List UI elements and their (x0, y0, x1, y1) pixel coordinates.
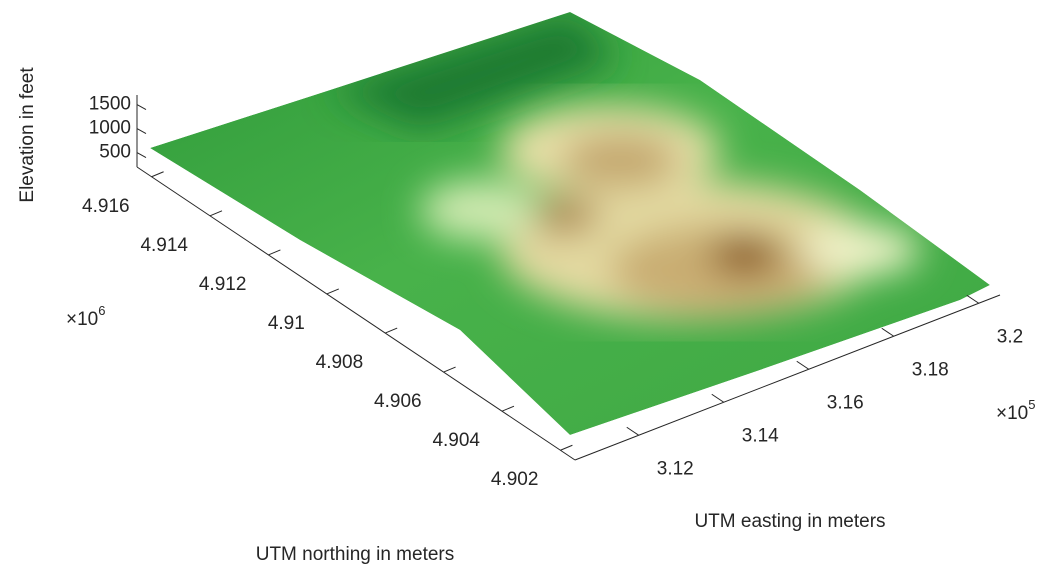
x-tick-label: 3.18 (912, 359, 949, 380)
x-tick (711, 393, 725, 403)
x-multiplier-base: ×10 (996, 403, 1028, 424)
z-tick-label: 1000 (89, 118, 131, 139)
y-tick-label: 4.912 (199, 274, 247, 295)
x-tick-label: 3.16 (827, 392, 864, 413)
x-tick-label: 3.2 (997, 326, 1023, 347)
z-tick-label: 1500 (89, 94, 131, 115)
x-tick-label: 3.12 (657, 458, 694, 479)
y-multiplier-base: ×10 (66, 309, 98, 330)
x-tick (966, 294, 980, 304)
y-axis-label: UTM northing in meters (256, 544, 455, 565)
x-axis-label: UTM easting in meters (694, 511, 885, 532)
z-tick-label: 500 (99, 142, 131, 163)
y-tick (385, 327, 398, 334)
x-multiplier: ×105 (996, 397, 1035, 424)
y-tick (326, 288, 339, 295)
y-tick (560, 444, 573, 451)
y-tick (209, 210, 223, 217)
x-tick (796, 360, 810, 370)
surface (150, 12, 990, 435)
x-multiplier-exponent: 5 (1028, 397, 1035, 412)
y-tick-label: 4.904 (432, 430, 480, 451)
x-tick (881, 327, 895, 337)
y-tick (501, 405, 515, 412)
z-axis-label: Elevation in feet (17, 67, 38, 203)
y-tick (268, 249, 281, 256)
x-axis (574, 294, 1001, 461)
y-tick-label: 4.91 (268, 313, 305, 334)
y-tick-label: 4.914 (140, 235, 188, 256)
y-tick (443, 366, 456, 373)
x-tick (626, 426, 640, 436)
x-tick-label: 3.14 (742, 425, 779, 446)
y-multiplier: ×106 (66, 303, 105, 330)
y-tick-label: 4.906 (374, 391, 422, 412)
y-tick-label: 4.908 (316, 352, 364, 373)
y-tick-label: 4.902 (491, 469, 539, 490)
y-multiplier-exponent: 6 (98, 303, 105, 318)
y-tick-label: 4.916 (82, 196, 130, 217)
y-tick (151, 171, 164, 178)
z-tick (136, 104, 147, 111)
z-tick (136, 152, 147, 159)
z-tick (136, 128, 147, 135)
